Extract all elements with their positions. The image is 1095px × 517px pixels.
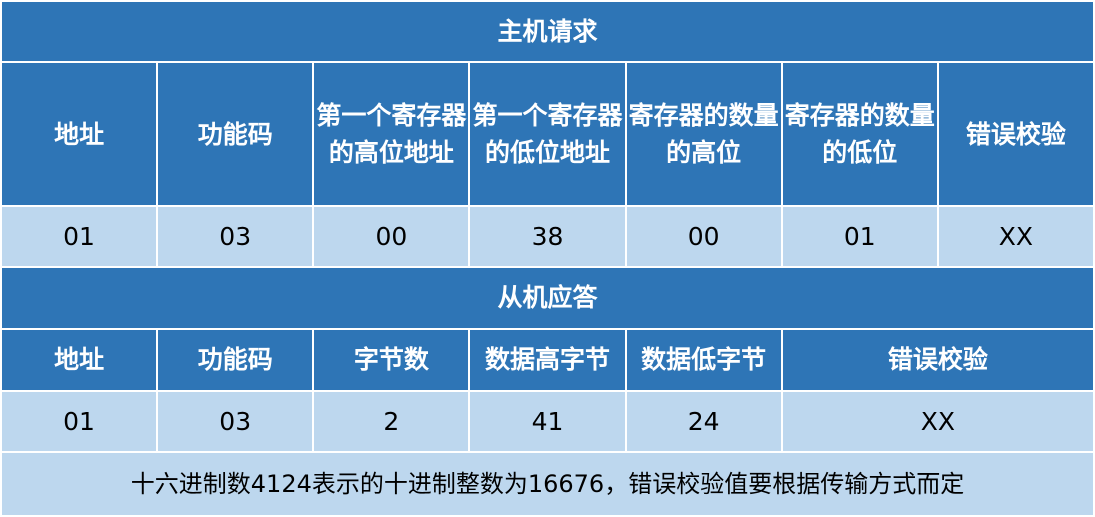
req-value-crc: XX: [936, 204, 1095, 269]
resp-value-data-lo: 24: [624, 390, 783, 454]
resp-value-function: 03: [156, 390, 315, 454]
resp-value-byte-count: 2: [312, 390, 471, 454]
resp-value-crc: XX: [780, 390, 1095, 454]
request-title: 主机请求: [0, 0, 1095, 64]
resp-header-crc: 错误校验: [780, 327, 1095, 393]
req-header-reg-addr-lo: 第一个寄存器的低位地址: [468, 61, 627, 207]
resp-header-byte-count: 字节数: [312, 327, 471, 393]
req-value-count-lo: 01: [780, 204, 939, 269]
req-header-crc: 错误校验: [936, 61, 1095, 207]
resp-header-data-hi: 数据高字节: [468, 327, 627, 393]
req-value-reg-addr-lo: 38: [468, 204, 627, 269]
req-value-count-hi: 00: [624, 204, 783, 269]
req-value-address: 01: [0, 204, 159, 269]
resp-value-data-hi: 41: [468, 390, 627, 454]
resp-header-data-lo: 数据低字节: [624, 327, 783, 393]
req-header-function: 功能码: [156, 61, 315, 207]
response-title: 从机应答: [0, 266, 1095, 330]
req-header-count-hi: 寄存器的数量的高位: [624, 61, 783, 207]
req-header-address: 地址: [0, 61, 159, 207]
resp-value-address: 01: [0, 390, 159, 454]
resp-header-function: 功能码: [156, 327, 315, 393]
resp-header-address: 地址: [0, 327, 159, 393]
req-value-function: 03: [156, 204, 315, 269]
req-header-count-lo: 寄存器的数量的低位: [780, 61, 939, 207]
footnote: 十六进制数4124表示的十进制整数为16676，错误校验值要根据传输方式而定: [0, 451, 1095, 517]
req-value-reg-addr-hi: 00: [312, 204, 471, 269]
req-header-reg-addr-hi: 第一个寄存器的高位地址: [312, 61, 471, 207]
